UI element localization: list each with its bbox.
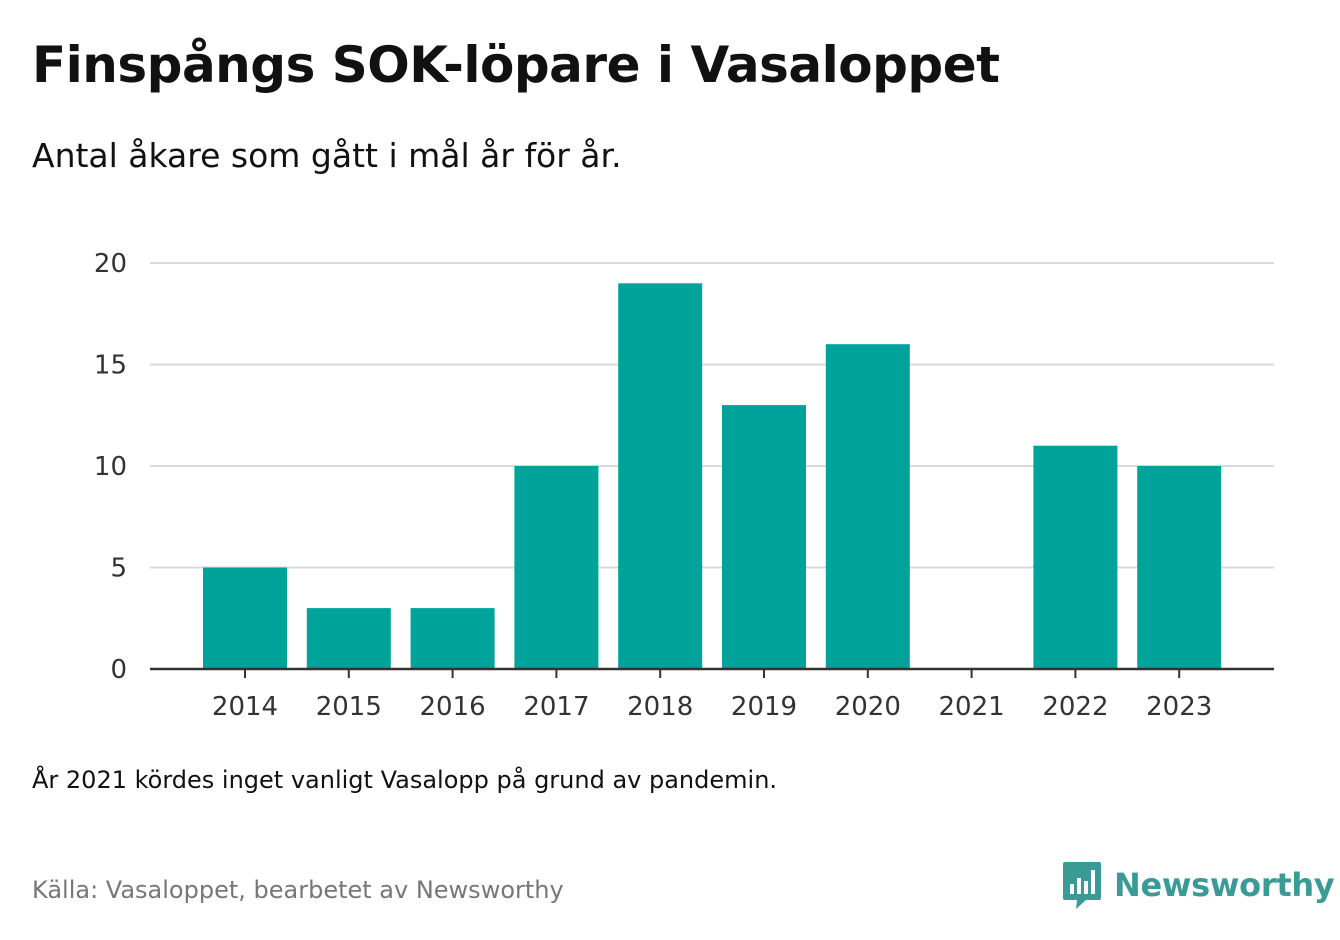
source-text: Källa: Vasaloppet, bearbetet av Newswort… — [32, 876, 564, 904]
x-tick-label: 2023 — [1146, 692, 1212, 722]
logo-text: Newsworthy — [1114, 866, 1335, 904]
x-tick-label: 2016 — [420, 692, 486, 722]
bar-2015 — [306, 608, 391, 669]
chart-note: År 2021 kördes inget vanligt Vasalopp på… — [32, 766, 778, 794]
bar-2022 — [1033, 445, 1118, 669]
y-tick-label: 5 — [110, 554, 127, 584]
y-tick-label: 15 — [94, 351, 127, 381]
x-tick-label: 2019 — [731, 692, 797, 722]
bar-2016 — [410, 608, 495, 669]
y-tick-label: 0 — [110, 655, 127, 685]
bar-2018 — [618, 283, 703, 669]
bar-2023 — [1137, 466, 1222, 669]
bar-2017 — [514, 466, 599, 669]
newsworthy-logo: Newsworthy — [1062, 860, 1335, 910]
y-tick-label: 20 — [94, 249, 127, 279]
bar-2020 — [825, 344, 910, 669]
x-tick-label: 2018 — [627, 692, 693, 722]
newsworthy-bar-chart-bubble-icon — [1063, 862, 1101, 909]
bar-2014 — [203, 567, 287, 669]
x-tick-label: 2021 — [939, 692, 1005, 722]
bar-2019 — [722, 405, 806, 669]
axes: 0 5 10 15 20 2014 2015 2016 2017 2018 2019 2020 2021… — [94, 249, 1274, 722]
x-tick-label: 2017 — [523, 692, 589, 722]
x-tick-label: 2015 — [316, 692, 382, 722]
chart-subtitle: Antal åkare som gått i mål år för år. — [32, 136, 622, 175]
x-tick-label: 2020 — [835, 692, 901, 722]
x-tick-label: 2022 — [1042, 692, 1108, 722]
chart-title: Finspångs SOK-löpare i Vasaloppet — [32, 36, 1000, 94]
x-tick-label: 2014 — [212, 692, 278, 722]
y-tick-label: 10 — [94, 452, 127, 482]
bars — [203, 283, 1222, 669]
